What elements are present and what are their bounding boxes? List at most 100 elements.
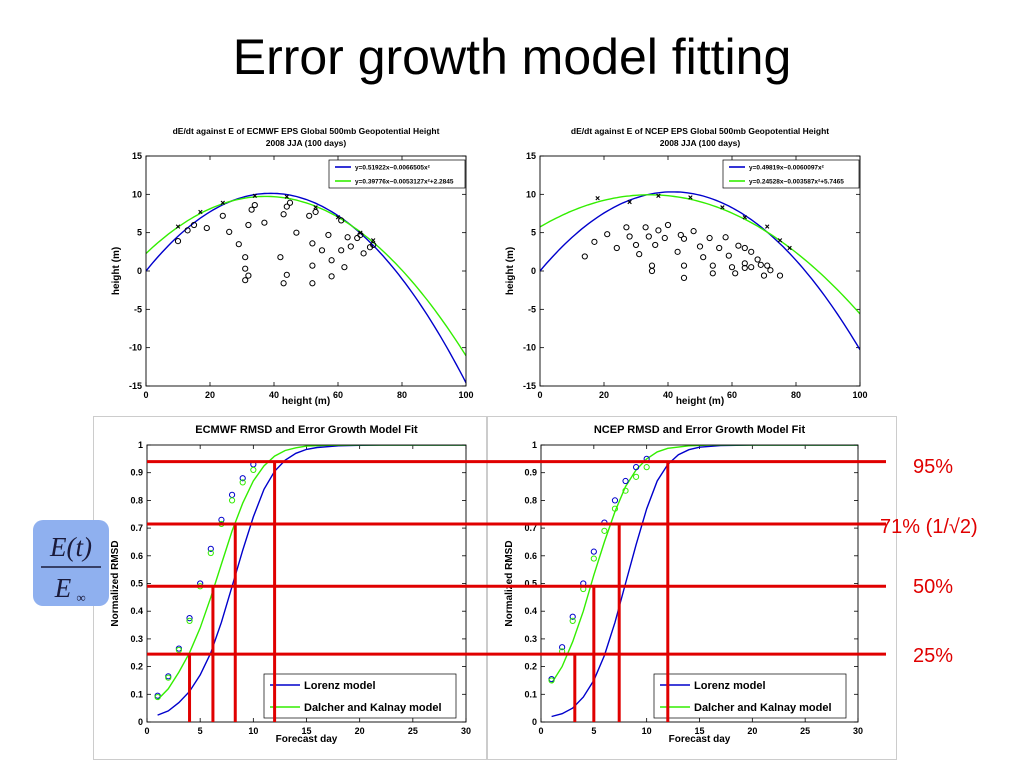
data-point <box>280 280 287 287</box>
data-point <box>767 267 774 274</box>
y-tick-label: -15 <box>129 381 142 391</box>
chart-title: NCEP RMSD and Error Growth Model Fit <box>594 424 806 436</box>
cross-point <box>777 238 783 243</box>
data-point <box>626 233 633 240</box>
y-tick-label: 0.4 <box>524 606 537 616</box>
slide-title: Error growth model fitting <box>232 29 792 85</box>
y-tick-label: -10 <box>129 343 142 353</box>
cross-point <box>252 193 257 199</box>
data-point <box>175 646 183 654</box>
data-point <box>283 203 290 210</box>
data-point <box>613 244 620 252</box>
data-point <box>590 548 597 555</box>
data-point <box>680 235 688 242</box>
data-point <box>548 677 555 684</box>
y-axis-label: height (m) <box>505 247 516 295</box>
x-tick-label: 20 <box>355 726 365 736</box>
x-tick-label: 10 <box>248 726 258 736</box>
data-point <box>696 243 704 250</box>
data-point <box>716 244 723 252</box>
legend-entry: y=0.49819x−0.0060097x² <box>749 164 825 171</box>
model-line-0 <box>157 445 466 716</box>
data-point <box>354 234 361 242</box>
y-tick-label: 0.2 <box>524 662 537 672</box>
data-point <box>664 221 672 229</box>
data-point <box>661 234 668 242</box>
data-point <box>370 241 377 249</box>
y-axis-label: height (m) <box>111 247 122 295</box>
data-point <box>604 231 611 238</box>
data-point <box>569 613 576 620</box>
x-tick-label: 0 <box>538 726 543 736</box>
cross-point <box>742 215 747 220</box>
data-point <box>601 527 608 534</box>
chart-panel-ecmwf-scatter: dE/dt against E of ECMWF EPS Global 500m… <box>93 122 483 412</box>
plot-area <box>146 192 466 384</box>
x-tick-label: 0 <box>143 390 148 400</box>
data-point <box>245 272 252 279</box>
y-tick-label: 0 <box>531 266 536 276</box>
x-axis-label: Forecast day <box>669 734 731 745</box>
data-point <box>700 254 707 261</box>
chart-panel-ecmwf-rmsd: ECMWF RMSD and Error Growth Model Fit 0 5 1… <box>93 416 487 760</box>
data-point <box>219 212 226 219</box>
data-point <box>251 201 258 209</box>
y-tick-label: 1 <box>138 440 143 450</box>
legend-entry: y=0.39776x−0.0053127x²+2.2845 <box>355 178 454 185</box>
data-point <box>611 497 619 504</box>
y-tick-label: -15 <box>523 381 536 391</box>
data-point <box>633 464 640 471</box>
data-point <box>261 219 268 226</box>
data-point <box>623 224 630 231</box>
data-point <box>741 260 748 267</box>
cross-point <box>358 230 363 235</box>
y-tick-label: -10 <box>523 343 536 353</box>
data-point <box>590 555 597 562</box>
x-axis-label: Forecast day <box>276 734 338 745</box>
legend-entry: Dalcher and Kalnay model <box>304 702 442 714</box>
x-tick-label: 0 <box>537 390 542 400</box>
chart-subtitle: 2008 JJA (100 days) <box>266 138 347 148</box>
x-tick-label: 30 <box>461 726 471 736</box>
data-point <box>242 277 249 284</box>
y-tick-label: 0.1 <box>130 689 143 699</box>
x-tick-label: 5 <box>591 726 596 736</box>
data-point <box>748 264 755 271</box>
data-point <box>341 264 348 271</box>
cross-point <box>175 224 181 229</box>
legend-entry: y=0.51922x−0.0066505x² <box>355 164 431 171</box>
formula-denominator: E <box>54 573 72 603</box>
y-axis-label: Normalized RMSD <box>110 540 121 626</box>
y-tick-label: -5 <box>528 304 536 314</box>
y-tick-label: 1 <box>532 440 537 450</box>
data-point <box>218 516 225 523</box>
data-point <box>309 280 316 287</box>
axes-box <box>540 444 859 723</box>
x-tick-label: 100 <box>458 390 473 400</box>
data-point <box>645 233 652 240</box>
data-point <box>184 227 191 234</box>
x-tick-label: 60 <box>727 390 737 400</box>
x-tick-label: 25 <box>800 726 810 736</box>
y-axis-label: Normalized RMSD <box>504 540 515 626</box>
legend-entry: Lorenz model <box>304 680 376 692</box>
y-tick-label: 0.9 <box>130 468 143 478</box>
normalized-error-formula: E(t) E ∞ <box>41 532 101 605</box>
data-point <box>709 262 716 269</box>
model-line-1 <box>157 445 466 701</box>
data-point <box>642 224 649 231</box>
cross-point <box>765 224 770 229</box>
data-point <box>309 262 316 269</box>
chart-panel-ncep-rmsd: NCEP RMSD and Error Growth Model Fit 0 5 10… <box>487 416 897 760</box>
y-tick-label: 0.2 <box>130 662 143 672</box>
data-point <box>293 229 300 236</box>
cross-point <box>595 195 600 201</box>
y-tick-label: 5 <box>531 228 536 238</box>
data-point <box>680 274 688 281</box>
data-point <box>190 221 198 229</box>
level-label-25: 25% <box>913 645 954 667</box>
data-point <box>569 617 576 624</box>
data-point <box>277 254 284 261</box>
data-point <box>735 242 742 249</box>
